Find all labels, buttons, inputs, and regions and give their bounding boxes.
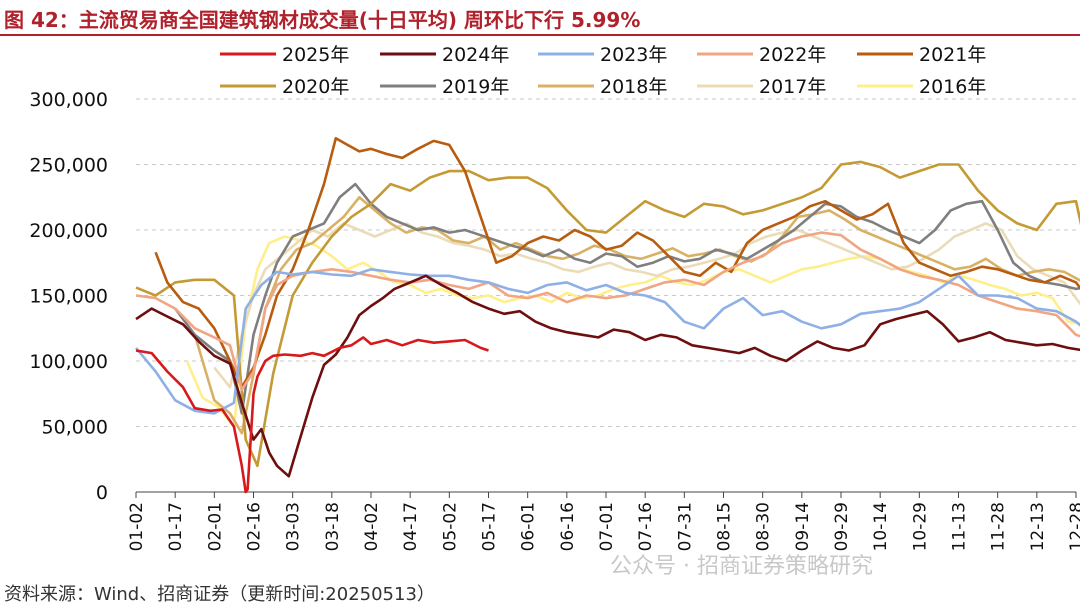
x-tick-label: 10-29 bbox=[910, 502, 930, 551]
y-tick-label: 0 bbox=[96, 482, 108, 504]
chart-title: 图 42：主流贸易商全国建筑钢材成交量(十日平均) 周环比下行 5.99% bbox=[4, 8, 641, 32]
series-line-2021年 bbox=[154, 137, 1080, 389]
series-line-2023年 bbox=[134, 268, 1080, 415]
x-tick-label: 11-28 bbox=[989, 502, 1009, 551]
series-line-2017年 bbox=[213, 222, 1080, 389]
legend-label: 2022年 bbox=[759, 44, 826, 66]
y-axis: 0 50,000 100,000 150,000 200,000 250,000 300,0… bbox=[29, 89, 108, 504]
x-tick-label: 03-18 bbox=[323, 502, 343, 551]
x-tick-label: 08-15 bbox=[715, 502, 735, 551]
x-tick-label: 09-14 bbox=[793, 502, 813, 551]
x-tick-label: 03-03 bbox=[284, 502, 304, 551]
legend-label: 2021年 bbox=[919, 44, 986, 66]
series-line-2024年 bbox=[135, 274, 1080, 478]
x-tick-label: 07-01 bbox=[597, 502, 617, 551]
x-axis: 01-02 01-17 02-01 02-16 03-03 03-18 04-02 04-17… bbox=[127, 491, 1080, 551]
x-tick-label: 06-16 bbox=[558, 502, 578, 551]
x-tick-label: 04-17 bbox=[401, 502, 421, 551]
legend-label: 2020年 bbox=[282, 76, 349, 98]
title-bar: 图 42：主流贸易商全国建筑钢材成交量(十日平均) 周环比下行 5.99% bbox=[0, 0, 1080, 36]
x-tick-label: 12-28 bbox=[1067, 502, 1080, 551]
x-tick-label: 01-17 bbox=[166, 502, 186, 551]
series-line-2018年 bbox=[193, 196, 1080, 435]
legend-label: 2016年 bbox=[919, 76, 986, 98]
x-tick-label: 02-01 bbox=[205, 502, 225, 551]
legend: 2025年 2024年 2023年 2022年 2021年 2020年 2019年 2018年… bbox=[220, 44, 986, 98]
x-tick-label: 08-30 bbox=[754, 502, 774, 551]
x-tick-label: 02-16 bbox=[245, 502, 265, 551]
series-line-2022年 bbox=[135, 231, 1080, 392]
x-tick-label: 06-01 bbox=[519, 502, 539, 551]
y-tick-label: 250,000 bbox=[29, 155, 108, 177]
x-tick-label: 11-13 bbox=[950, 502, 970, 551]
y-tick-label: 100,000 bbox=[29, 351, 108, 373]
legend-label: 2019年 bbox=[442, 76, 509, 98]
y-tick-label: 50,000 bbox=[42, 417, 108, 439]
series-line-2019年 bbox=[174, 182, 1080, 415]
legend-label: 2023年 bbox=[600, 44, 667, 66]
legend-label: 2018年 bbox=[600, 76, 667, 98]
x-tick-label: 10-14 bbox=[871, 502, 891, 551]
y-tick-label: 150,000 bbox=[29, 286, 108, 308]
x-tick-label: 07-16 bbox=[636, 502, 656, 551]
legend-label: 2025年 bbox=[282, 44, 349, 66]
x-tick-label: 09-29 bbox=[832, 502, 852, 551]
x-tick-label: 05-02 bbox=[440, 502, 460, 551]
series-line-2020年 bbox=[135, 160, 1080, 468]
series-lines bbox=[134, 137, 1080, 494]
watermark: 公众号 · 招商证券策略研究 bbox=[610, 554, 873, 579]
x-tick-label: 07-31 bbox=[675, 502, 695, 551]
legend-label: 2024年 bbox=[442, 44, 509, 66]
x-tick-label: 01-02 bbox=[127, 502, 147, 551]
y-tick-label: 300,000 bbox=[29, 89, 108, 111]
x-tick-label: 05-17 bbox=[480, 502, 500, 551]
line-chart: 0 50,000 100,000 150,000 200,000 250,000 300,0… bbox=[29, 44, 1080, 551]
y-tick-label: 200,000 bbox=[29, 220, 108, 242]
legend-label: 2017年 bbox=[759, 76, 826, 98]
source-note: 资料来源：Wind、招商证券（更新时间:20250513） bbox=[4, 584, 435, 605]
series-line-2025年 bbox=[135, 336, 489, 494]
x-tick-label: 04-02 bbox=[362, 502, 382, 551]
x-tick-label: 12-13 bbox=[1028, 502, 1048, 551]
